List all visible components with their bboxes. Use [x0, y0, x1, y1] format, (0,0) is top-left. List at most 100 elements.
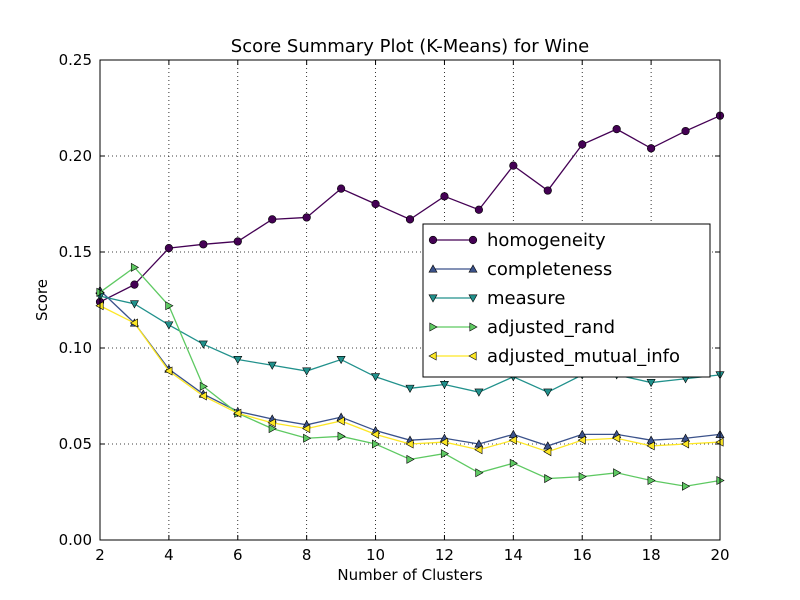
- data-point-adjusted_mutual_info: [233, 408, 242, 418]
- legend-item-completeness: completeness: [428, 259, 612, 280]
- data-point-homogeneity: [337, 184, 346, 193]
- data-point-adjusted_mutual_info: [336, 416, 345, 426]
- y-tick-label: 0.25: [59, 51, 92, 69]
- data-point-adjusted_rand: [165, 301, 174, 311]
- data-point-measure: [267, 361, 277, 370]
- data-point-measure: [336, 356, 346, 365]
- data-point-adjusted_rand: [303, 433, 312, 443]
- data-point-adjusted_mutual_info: [164, 366, 173, 376]
- data-point-measure: [371, 373, 381, 382]
- data-point-homogeneity: [130, 280, 139, 289]
- legend-item-adjusted_mutual_info: adjusted_mutual_info: [428, 346, 680, 367]
- x-tick-label: 18: [642, 546, 661, 564]
- legend: homogeneity completeness measure adjusted_r…: [422, 223, 711, 378]
- data-point-adjusted_mutual_info: [646, 441, 655, 451]
- legend-label: measure: [487, 288, 566, 309]
- y-tick-label: 0.05: [59, 435, 92, 453]
- y-tick-label: 0.10: [59, 339, 92, 357]
- data-point-adjusted_mutual_info: [267, 418, 276, 428]
- data-point-adjusted_mutual_info: [577, 435, 586, 445]
- data-point-adjusted_rand: [613, 468, 622, 478]
- data-point-adjusted_mutual_info: [474, 445, 483, 455]
- x-tick-label: 2: [95, 546, 105, 564]
- y-tick-label: 0.15: [59, 243, 92, 261]
- data-point-homogeneity: [268, 215, 277, 224]
- x-tick-label: 12: [435, 546, 454, 564]
- data-point-adjusted_mutual_info: [543, 447, 552, 457]
- x-tick-label: 6: [233, 546, 243, 564]
- data-point-adjusted_rand: [682, 481, 691, 491]
- x-tick-label: 20: [710, 546, 729, 564]
- data-point-adjusted_mutual_info: [370, 429, 380, 439]
- data-point-homogeneity: [474, 205, 483, 214]
- data-point-adjusted_rand: [578, 472, 587, 482]
- data-point-homogeneity: [578, 140, 587, 149]
- data-point-homogeneity: [681, 126, 690, 136]
- legend-item-measure: measure: [428, 288, 566, 309]
- series-adjusted_mutual_info: [95, 301, 724, 457]
- data-point-measure: [302, 367, 312, 376]
- chart-title: Score Summary Plot (K-Means) for Wine: [231, 36, 589, 57]
- data-point-homogeneity: [440, 192, 449, 201]
- data-point-adjusted_mutual_info: [508, 435, 517, 445]
- legend-label: homogeneity: [487, 230, 606, 251]
- series-adjusted_rand: [96, 262, 725, 491]
- data-point-adjusted_mutual_info: [129, 318, 138, 328]
- y-axis-label: Score: [33, 279, 51, 321]
- data-point-measure: [474, 388, 484, 397]
- data-point-measure: [646, 379, 656, 388]
- data-point-adjusted_rand: [130, 262, 140, 272]
- data-point-homogeneity: [612, 125, 621, 134]
- data-point-adjusted_mutual_info: [612, 433, 621, 443]
- legend-marker: [428, 264, 438, 273]
- data-point-adjusted_rand: [647, 475, 656, 485]
- x-tick-label: 14: [504, 546, 523, 564]
- data-point-homogeneity: [509, 161, 518, 170]
- y-tick-label: 0.00: [59, 531, 92, 549]
- y-tick-label: 0.20: [59, 147, 92, 165]
- data-point-homogeneity: [164, 244, 173, 253]
- data-point-measure: [405, 384, 415, 393]
- data-point-homogeneity: [302, 213, 311, 222]
- data-point-adjusted_rand: [268, 424, 277, 434]
- data-point-adjusted_rand: [337, 431, 346, 441]
- legend-marker: [469, 322, 478, 332]
- axes-frame: [99, 59, 721, 541]
- data-point-adjusted_rand: [475, 468, 484, 478]
- data-point-adjusted_rand: [406, 454, 415, 464]
- data-point-homogeneity: [405, 215, 415, 224]
- data-point-homogeneity: [543, 186, 552, 195]
- data-point-adjusted_mutual_info: [405, 439, 414, 449]
- x-axis-label: Number of Clusters: [337, 566, 482, 584]
- data-point-homogeneity: [199, 240, 208, 249]
- data-point-adjusted_mutual_info: [439, 437, 448, 447]
- ticks: 2 4 6 8 10 12 14 16 18 20 0.00 0.05 0.10 0.15 0.20 0.25: [59, 51, 730, 564]
- data-point-homogeneity: [371, 199, 380, 209]
- data-point-adjusted_mutual_info: [680, 439, 690, 449]
- legend-item-homogeneity: homogeneity: [428, 230, 606, 251]
- data-point-adjusted_rand: [372, 439, 381, 449]
- data-point-adjusted_rand: [509, 458, 518, 468]
- legend-label: completeness: [487, 259, 612, 280]
- legend-label: adjusted_rand: [487, 317, 615, 338]
- legend-marker: [468, 235, 478, 245]
- x-tick-label: 16: [573, 546, 592, 564]
- data-point-adjusted_mutual_info: [302, 424, 311, 434]
- data-point-homogeneity: [233, 237, 242, 246]
- legend-marker: [468, 351, 477, 361]
- legend-marker: [428, 294, 438, 303]
- data-point-measure: [129, 300, 139, 309]
- data-point-homogeneity: [647, 144, 656, 153]
- legend-marker: [468, 294, 478, 303]
- legend-item-adjusted_rand: adjusted_rand: [429, 317, 615, 338]
- data-point-adjusted_rand: [440, 449, 450, 459]
- legend-marker: [428, 351, 437, 361]
- legend-marker: [468, 264, 478, 273]
- data-point-measure: [233, 356, 243, 365]
- data-point-measure: [198, 340, 208, 349]
- legend-marker: [429, 322, 438, 332]
- x-tick-label: 10: [366, 546, 385, 564]
- x-tick-label: 4: [164, 546, 174, 564]
- legend-label: adjusted_mutual_info: [487, 346, 680, 367]
- data-point-adjusted_rand: [544, 474, 553, 484]
